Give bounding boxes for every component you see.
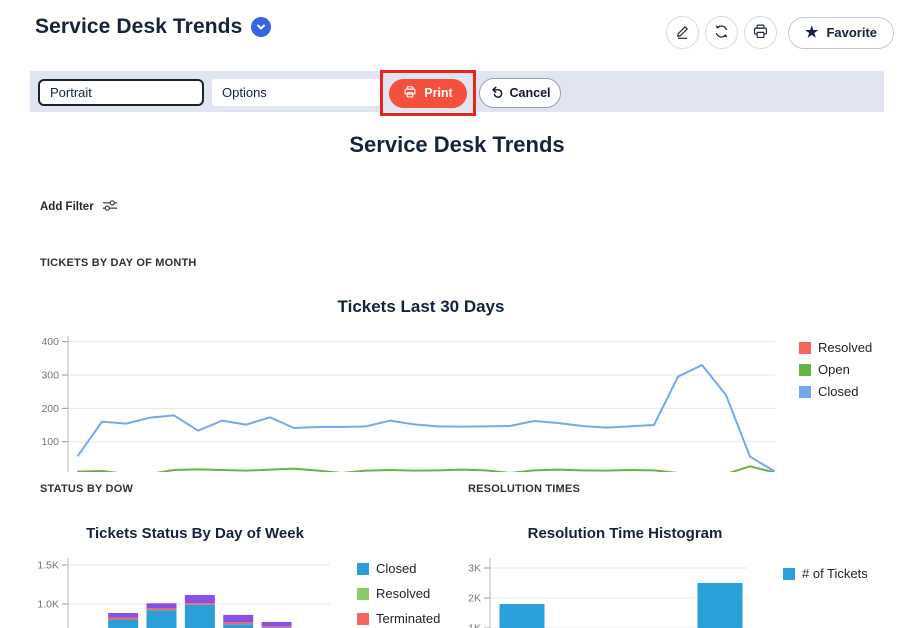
legend-swatch (357, 612, 369, 625)
star-icon: ★ (805, 24, 819, 41)
legend-item: Closed (357, 561, 440, 576)
legend-label: Closed (376, 561, 417, 576)
legend-label: Resolved (818, 340, 873, 355)
pencil-edit-icon (674, 23, 691, 43)
legend-item: Open (799, 362, 872, 377)
resolution-time-histogram: 3K 2K 1K (468, 558, 747, 628)
print-icon-button[interactable] (744, 16, 777, 49)
line-chart-title: Tickets Last 30 Days (337, 297, 505, 316)
legend-item: Terminated (357, 611, 440, 626)
legend-swatch (799, 363, 811, 376)
svg-text:1K: 1K (468, 623, 481, 628)
legend-item: Resolved (799, 340, 872, 355)
svg-text:300: 300 (41, 370, 59, 382)
section-label-status-by-dow: STATUS BY DOW (40, 483, 134, 495)
report-title: Service Desk Trends (349, 132, 565, 157)
svg-text:3K: 3K (468, 563, 481, 575)
tickets-status-by-dow-bar-chart: 1.5K 1.0K (37, 558, 330, 628)
legend-item: # of Tickets (783, 566, 868, 581)
histogram-legend: # of Tickets (783, 566, 868, 581)
bar-chart-title: Tickets Status By Day of Week (86, 525, 304, 542)
legend-label: Closed (818, 384, 859, 399)
refresh-button[interactable] (705, 16, 738, 49)
add-filter-label: Add Filter (40, 201, 94, 213)
line-chart-legend: Resolved Open Closed (799, 340, 872, 399)
favorite-button[interactable]: ★ Favorite (788, 16, 895, 49)
legend-swatch (357, 587, 369, 600)
svg-text:1.0K: 1.0K (37, 599, 59, 611)
legend-swatch (357, 562, 369, 575)
print-highlight-annotation: Print (380, 70, 476, 116)
cancel-label: Cancel (509, 86, 551, 100)
section-label-tickets-by-day: TICKETS BY DAY OF MONTH (40, 257, 197, 269)
svg-text:200: 200 (41, 403, 59, 415)
legend-label: Terminated (376, 611, 441, 626)
legend-swatch (799, 385, 811, 398)
chevron-down-icon[interactable] (251, 17, 272, 37)
histogram-title: Resolution Time Histogram (527, 525, 723, 542)
svg-text:2K: 2K (468, 593, 481, 605)
legend-label: Resolved (376, 586, 431, 601)
sliders-filter-icon (102, 199, 118, 215)
legend-item: Closed (799, 384, 872, 399)
header-actions: ★ Favorite (666, 16, 895, 49)
legend-label: Open (818, 362, 850, 377)
legend-swatch (783, 567, 795, 580)
section-label-resolution-times: RESOLUTION TIMES (468, 483, 580, 495)
orientation-select[interactable]: Portrait (38, 79, 204, 106)
svg-text:1.5K: 1.5K (37, 560, 59, 572)
options-dropdown[interactable]: Options (212, 79, 380, 106)
print-label: Print (424, 86, 453, 100)
refresh-icon (713, 23, 730, 43)
bar-chart-legend: Closed Resolved Terminated (357, 561, 440, 626)
undo-icon (490, 85, 504, 102)
legend-item: Resolved (357, 586, 440, 601)
printer-icon (752, 23, 769, 43)
tickets-last-30-days-line-chart: 100 200 300 400 (41, 336, 775, 472)
dashboard-title: Service Desk Trends (35, 15, 243, 38)
svg-text:100: 100 (41, 436, 59, 448)
cancel-button[interactable]: Cancel (479, 78, 561, 108)
header: Service Desk Trends (35, 15, 272, 39)
svg-text:400: 400 (41, 336, 59, 348)
options-label: Options (222, 85, 267, 100)
orientation-value: Portrait (50, 85, 92, 100)
legend-swatch (799, 341, 811, 354)
print-button[interactable]: Print (389, 78, 467, 108)
legend-label: # of Tickets (802, 566, 868, 581)
edit-button[interactable] (666, 16, 699, 49)
add-filter-button[interactable]: Add Filter (40, 199, 118, 215)
printer-icon-white (403, 85, 417, 102)
favorite-label: Favorite (826, 25, 878, 40)
